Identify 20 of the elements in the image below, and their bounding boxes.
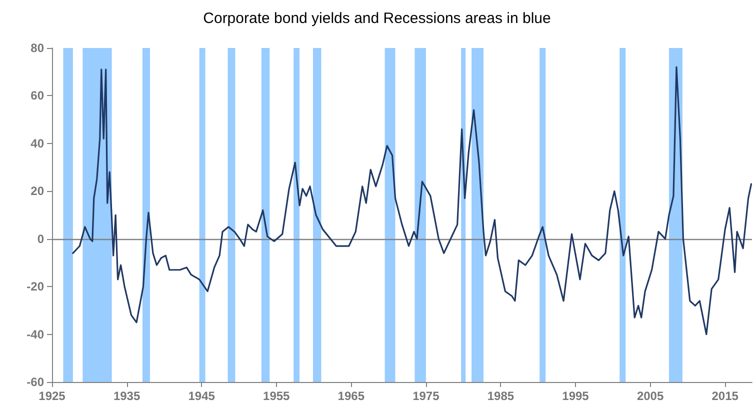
x-tick-label: 1985 bbox=[487, 389, 514, 403]
x-tick-label: 1955 bbox=[263, 389, 290, 403]
y-tick-label: 20 bbox=[30, 184, 44, 198]
y-tick-label: 60 bbox=[30, 88, 44, 103]
y-tick-label: -40 bbox=[26, 327, 44, 342]
y-tick-label: 80 bbox=[30, 41, 44, 55]
y-tick-label: -20 bbox=[26, 280, 44, 294]
x-tick-label: 1975 bbox=[412, 389, 440, 403]
x-tick-label: 1925 bbox=[38, 389, 66, 403]
y-tick-label: 40 bbox=[30, 136, 44, 150]
x-tick-label: 1935 bbox=[113, 389, 140, 403]
y-tick-label: -60 bbox=[26, 375, 44, 389]
x-tick-label: 1945 bbox=[188, 389, 216, 403]
y-tick-label: 0 bbox=[37, 232, 44, 246]
chart-title: Corporate bond yields and Recessions areas in blue bbox=[203, 10, 551, 27]
x-tick-label: 2005 bbox=[636, 389, 664, 403]
x-tick-label: 2015 bbox=[712, 389, 739, 403]
line-series bbox=[72, 66, 752, 336]
x-tick-label: 1995 bbox=[562, 389, 590, 403]
x-tick-label: 1965 bbox=[338, 389, 365, 403]
